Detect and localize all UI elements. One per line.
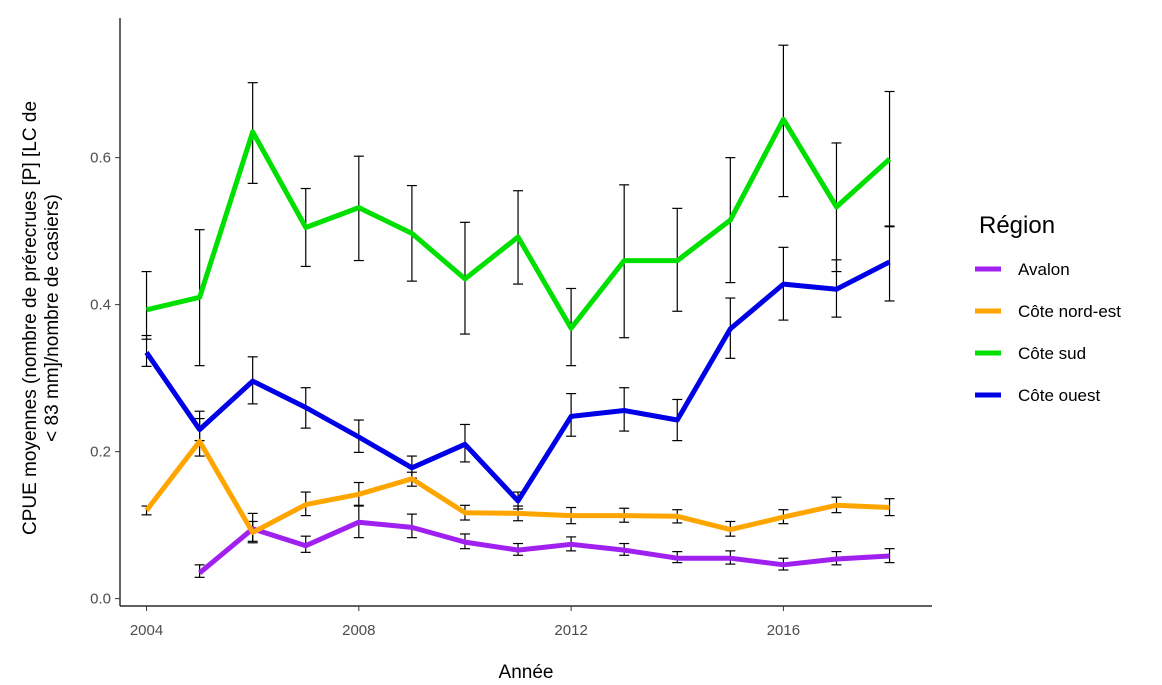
x-tick-label: 2012: [554, 622, 587, 639]
x-tick-label: 2008: [342, 622, 375, 639]
series-line-avalon: [198, 519, 890, 575]
legend-item: Côte nord-est: [975, 302, 1121, 321]
x-axis-title: Année: [499, 662, 554, 683]
error-bar: [884, 498, 895, 517]
legend-label: Avalon: [1018, 260, 1070, 279]
x-ticks: 2004 2008 2012 2016: [130, 606, 800, 639]
legend-label: Côte nord-est: [1018, 302, 1121, 321]
y-tick-label: 0.2: [90, 444, 111, 461]
legend-title: Région: [979, 212, 1055, 239]
y-ticks: 0.0 0.2 0.4 0.6: [90, 150, 120, 608]
error-bar: [141, 270, 152, 340]
series-line-c-te-nord-est: [144, 438, 890, 535]
legend-label: Côte sud: [1018, 344, 1086, 363]
y-tick-label: 0.0: [90, 591, 111, 608]
error-bar: [141, 334, 152, 367]
y-axis-title-line: CPUE moyennes (nombre de prérecrues [P] …: [20, 101, 41, 535]
legend-label: Côte ouest: [1018, 386, 1100, 405]
y-axis-title: CPUE moyennes (nombre de prérecrues [P] …: [20, 101, 63, 535]
y-tick-label: 0.4: [90, 297, 111, 314]
axes: 2004 2008 2012 2016 0.0 0.2 0.4 0.6: [90, 18, 932, 639]
x-tick-label: 2004: [130, 622, 163, 639]
legend-items: Avalon Côte nord-est Côte sud Côte ouest: [975, 260, 1121, 405]
legend: Région Avalon Côte nord-est Côte sud Côte o…: [975, 212, 1121, 405]
series-line-c-te-sud: [145, 116, 892, 331]
y-tick-label: 0.6: [90, 150, 111, 167]
legend-item: Avalon: [975, 260, 1070, 279]
error-bar: [884, 548, 895, 564]
y-axis-title-line: < 83 mm]/nombre de casiers): [42, 194, 63, 442]
series-lines: [144, 116, 892, 575]
legend-item: Côte ouest: [975, 386, 1100, 405]
legend-item: Côte sud: [975, 344, 1086, 363]
x-tick-label: 2016: [767, 622, 800, 639]
series-line-c-te-ouest: [144, 259, 891, 504]
